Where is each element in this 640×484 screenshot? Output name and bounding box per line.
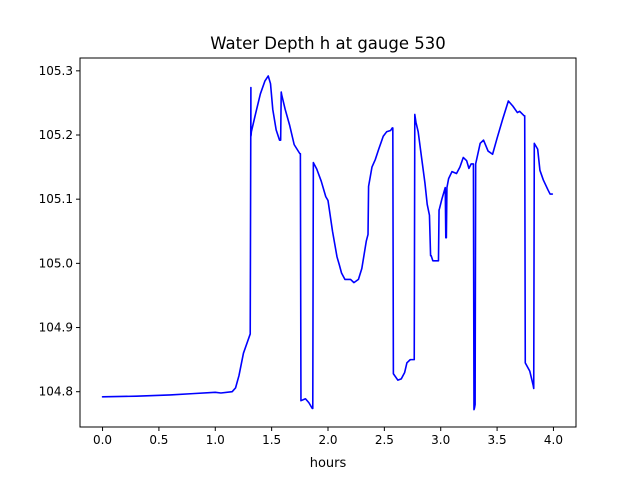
x-tick-label: 3.0 xyxy=(431,433,450,447)
x-tick-label: 4.0 xyxy=(544,433,563,447)
y-tick-label: 105.3 xyxy=(39,64,73,78)
y-tick-label: 105.0 xyxy=(39,256,73,270)
y-tick-label: 105.2 xyxy=(39,128,73,142)
y-tick-label: 104.9 xyxy=(39,321,73,335)
x-axis: 0.0 0.5 1.0 1.5 2.0 2.5 3.0 3.5 4.0 xyxy=(93,427,563,447)
x-tick-label: 1.0 xyxy=(206,433,225,447)
x-axis-label: hours xyxy=(310,456,347,471)
y-tick-label: 105.1 xyxy=(39,192,73,206)
x-tick-label: 3.5 xyxy=(488,433,507,447)
x-tick-label: 0.0 xyxy=(93,433,112,447)
x-tick-label: 2.5 xyxy=(375,433,394,447)
x-tick-label: 2.0 xyxy=(318,433,337,447)
y-axis: 104.8 104.9 105.0 105.1 105.2 105.3 xyxy=(39,64,80,399)
y-tick-label: 104.8 xyxy=(39,385,73,399)
series-layer xyxy=(101,75,554,411)
chart-title: Water Depth h at gauge 530 xyxy=(210,34,445,53)
x-tick-label: 0.5 xyxy=(149,433,168,447)
series-line xyxy=(101,75,554,411)
x-tick-label: 1.5 xyxy=(262,433,281,447)
